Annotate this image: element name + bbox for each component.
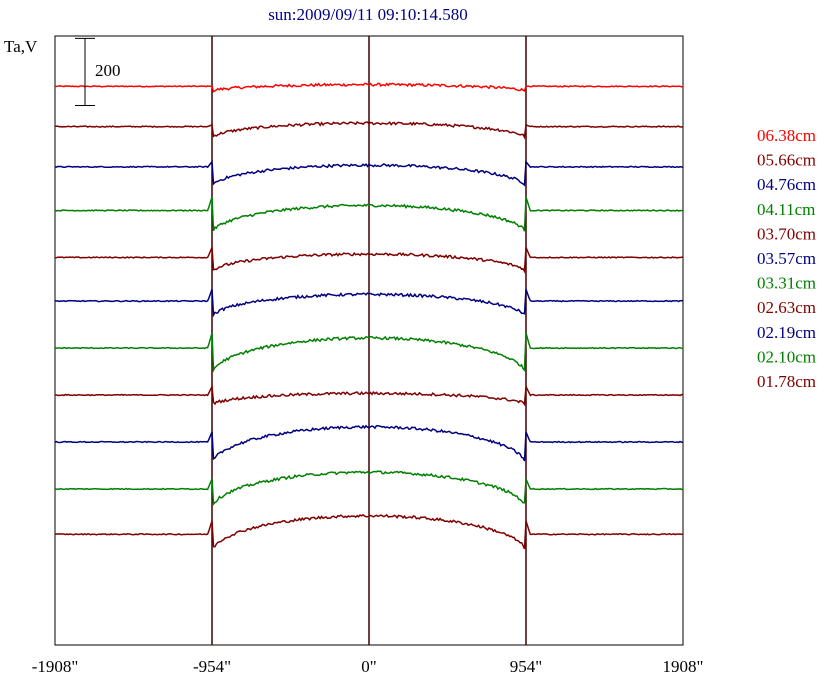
legend-entry-9: 02.10cm: [757, 347, 816, 366]
legend-entry-7: 02.63cm: [757, 298, 816, 317]
legend-entry-5: 03.57cm: [757, 249, 816, 268]
legend-entry-8: 02.19cm: [757, 323, 816, 342]
scale-bar: 200: [75, 37, 121, 106]
legend-entry-1: 05.66cm: [757, 151, 816, 170]
y-axis-label: Ta,V: [4, 37, 38, 56]
series-line-05.66cm: [54, 120, 684, 140]
series-line-04.76cm: [54, 159, 684, 187]
scale-bar-label: 200: [95, 61, 121, 80]
series-layer: [54, 82, 684, 550]
series-line-01.78cm: [54, 513, 684, 550]
legend-entry-2: 04.76cm: [757, 175, 816, 194]
legend-entry-4: 03.70cm: [757, 224, 816, 243]
legend-entry-6: 03.31cm: [757, 274, 816, 293]
x-tick-labels: -1908" -954" 0" 954" 1908": [32, 657, 704, 676]
series-line-02.63cm: [54, 383, 684, 407]
x-tick-label-1: -954": [193, 657, 231, 676]
series-line-06.38cm: [54, 82, 684, 93]
legend-entry-10: 01.78cm: [757, 372, 816, 391]
series-line-03.70cm: [54, 247, 684, 274]
x-tick-label-4: 1908": [663, 657, 704, 676]
x-tick-label-2: 0": [361, 657, 376, 676]
series-line-04.11cm: [54, 196, 683, 232]
x-tick-label-0: -1908": [32, 657, 79, 676]
x-tick-label-3: 954": [510, 657, 542, 676]
series-line-02.19cm: [54, 424, 684, 462]
chart-title: sun:2009/09/11 09:10:14.580: [268, 5, 468, 24]
series-line-02.10cm: [54, 470, 684, 506]
legend: 06.38cm 05.66cm 04.76cm 04.11cm 03.70cm 03.57…: [757, 126, 816, 391]
legend-entry-3: 04.11cm: [757, 200, 815, 219]
legend-entry-0: 06.38cm: [757, 126, 816, 145]
series-line-03.57cm: [54, 289, 684, 318]
series-line-03.31cm: [54, 332, 684, 373]
